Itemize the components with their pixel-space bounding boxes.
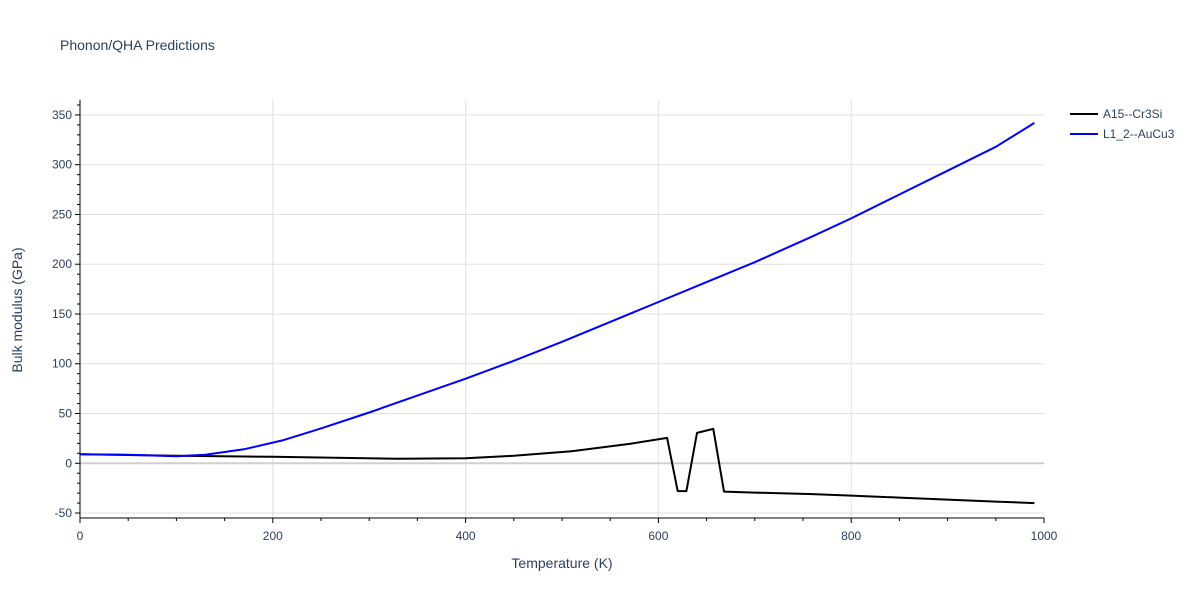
series-layer (79, 122, 1035, 505)
legend[interactable]: A15--Cr3Si L1_2--AuCu3 (1070, 107, 1175, 141)
y-tick-label: 250 (52, 207, 72, 221)
y-tick-label: -50 (55, 506, 73, 520)
legend-label: A15--Cr3Si (1103, 107, 1162, 121)
y-tick-label: 0 (65, 456, 72, 470)
y-tick-label: 150 (52, 307, 72, 321)
chart-title: Phonon/QHA Predictions (60, 37, 215, 53)
x-tick-label: 800 (841, 529, 861, 543)
grid (80, 100, 1044, 518)
axes: 0 200 400 600 800 1000 -50 0 50 100 150 200 250 300 35… (52, 100, 1058, 543)
y-tick-label: 200 (52, 257, 72, 271)
y-axis-title: Bulk modulus (GPa) (9, 247, 25, 372)
x-tick-label: 200 (263, 529, 283, 543)
y-tick-label: 100 (52, 357, 72, 371)
y-tick-label: 350 (52, 108, 72, 122)
series-line-1[interactable] (79, 122, 1035, 458)
y-tick-label: 300 (52, 158, 72, 172)
x-tick-label: 0 (77, 529, 84, 543)
legend-item[interactable]: A15--Cr3Si (1070, 107, 1162, 121)
y-tick-label: 50 (59, 407, 73, 421)
legend-item[interactable]: L1_2--AuCu3 (1070, 127, 1175, 141)
x-tick-label: 400 (456, 529, 476, 543)
x-axis-title: Temperature (K) (511, 555, 612, 571)
legend-label: L1_2--AuCu3 (1103, 127, 1175, 141)
series-line-0[interactable] (79, 427, 1035, 505)
x-tick-label: 600 (648, 529, 668, 543)
x-tick-label: 1000 (1031, 529, 1058, 543)
